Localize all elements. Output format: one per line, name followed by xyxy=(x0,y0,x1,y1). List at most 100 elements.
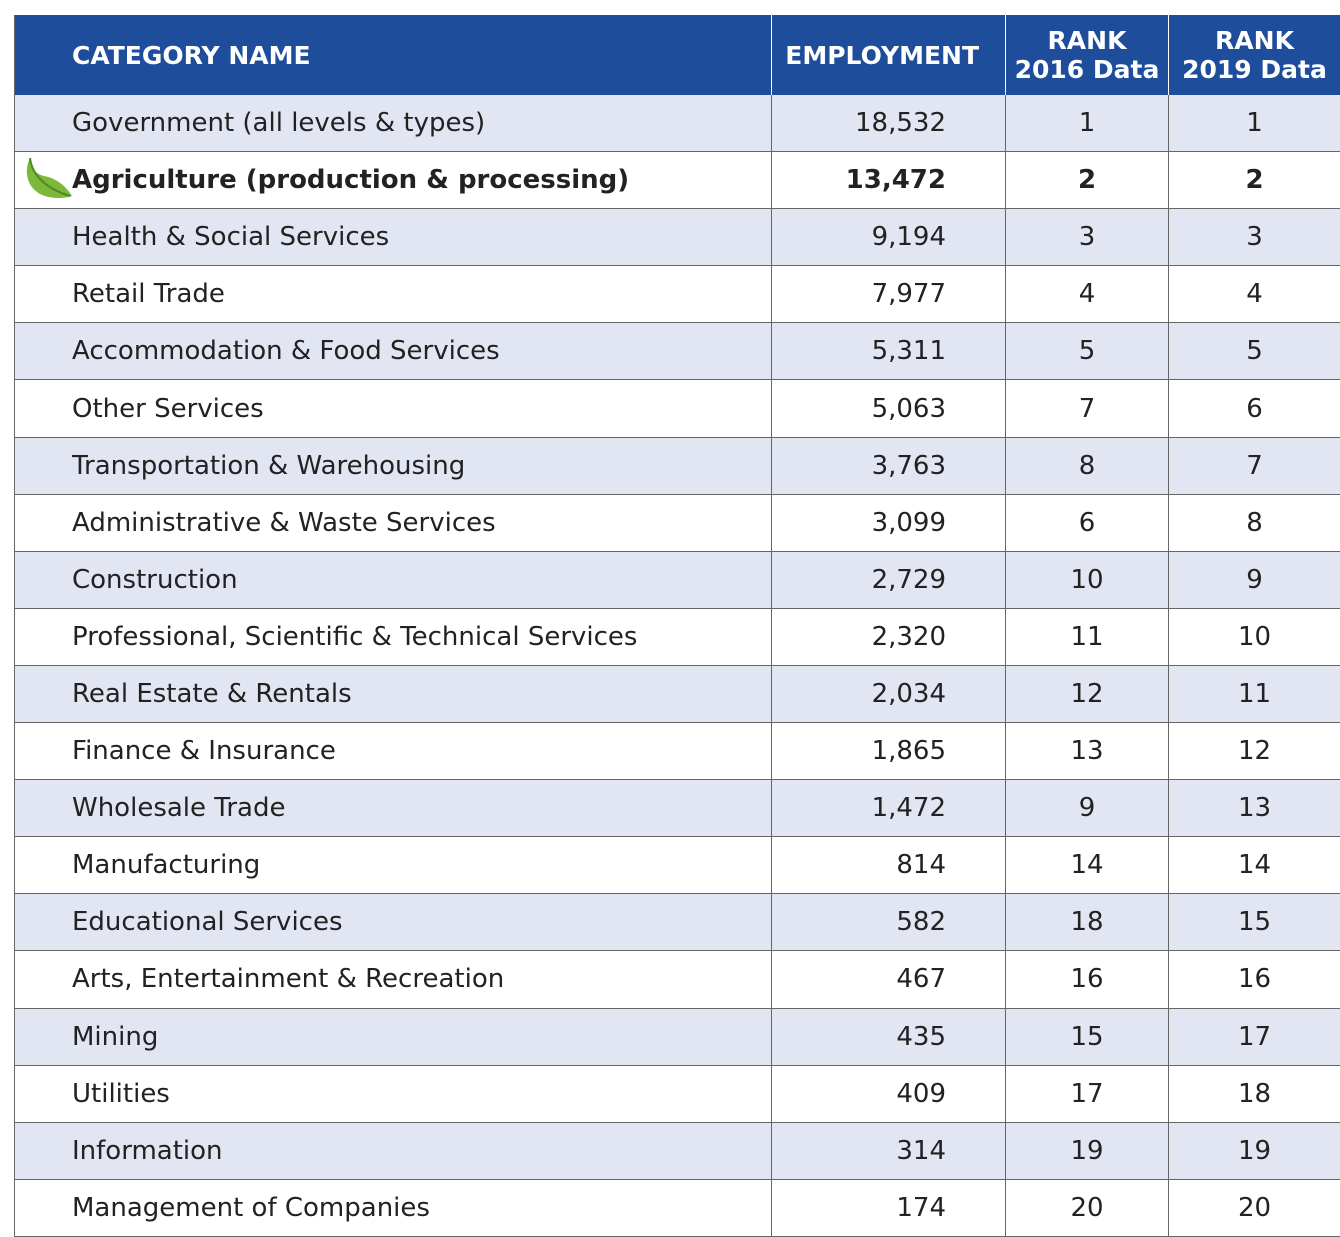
table-cell: 18,532 xyxy=(771,95,1005,152)
leaf-icon xyxy=(26,157,72,198)
table-cell: 19 xyxy=(1005,1122,1168,1179)
table-cell: 314 xyxy=(771,1122,1005,1179)
table-cell: 4 xyxy=(1168,266,1340,323)
table-row: Information 314 19 19 xyxy=(14,1122,1340,1180)
cell-text: 3 xyxy=(1246,222,1263,253)
cell-text: 5 xyxy=(1246,336,1263,367)
cell-text: 3,763 xyxy=(871,450,946,481)
cell-text: 11 xyxy=(1070,621,1104,652)
cell-text: 314 xyxy=(896,1135,946,1166)
cell-text: 2,729 xyxy=(871,564,946,595)
cell-text: Management of Companies xyxy=(72,1192,430,1223)
cell-text: 409 xyxy=(896,1078,946,1109)
table-cell: 20 xyxy=(1168,1179,1340,1236)
table-cell: 15 xyxy=(1005,1008,1168,1065)
cell-text: 20 xyxy=(1070,1192,1104,1223)
table-cell: 9 xyxy=(1005,780,1168,837)
table-cell: 8 xyxy=(1005,437,1168,494)
cell-text: Real Estate & Rentals xyxy=(72,678,352,709)
table-row: Mining 435 15 17 xyxy=(14,1008,1340,1066)
table-cell: 5 xyxy=(1005,323,1168,380)
cell-text: 6 xyxy=(1078,507,1096,538)
cell-text: 4 xyxy=(1246,279,1263,310)
table-cell: 409 xyxy=(771,1065,1005,1122)
table-cell: 7,977 xyxy=(771,266,1005,323)
table-cell: 3,099 xyxy=(771,494,1005,551)
table-cell: Administrative & Waste Services xyxy=(14,494,771,551)
table-cell: 2,034 xyxy=(771,665,1005,723)
table-cell: 1 xyxy=(1005,95,1168,152)
table-cell: Management of Companies xyxy=(14,1179,771,1236)
table-cell: 1,865 xyxy=(771,723,1005,780)
cell-text: Government (all levels & types) xyxy=(72,108,486,139)
table-cell: 14 xyxy=(1168,837,1340,894)
table-cell: 14 xyxy=(1005,837,1168,894)
table-cell: 11 xyxy=(1005,608,1168,665)
table-cell: Government (all levels & types) xyxy=(14,95,771,152)
table-cell: 6 xyxy=(1005,494,1168,551)
header-text: CATEGORY NAME xyxy=(72,40,311,70)
cell-text: 18,532 xyxy=(855,108,946,139)
table-cell: 18 xyxy=(1005,894,1168,951)
cell-text: Wholesale Trade xyxy=(72,793,286,824)
table-row: Construction 2,729 10 9 xyxy=(14,551,1340,609)
table-cell: 17 xyxy=(1005,1065,1168,1122)
cell-text: 9 xyxy=(1246,564,1263,595)
table-row: Arts, Entertainment & Recreation 467 16 16 xyxy=(14,951,1340,1009)
cell-text: 467 xyxy=(896,964,946,995)
table-cell: 11 xyxy=(1168,665,1340,723)
cell-text: 16 xyxy=(1070,964,1104,995)
cell-text: 7,977 xyxy=(871,279,946,310)
cell-text: 18 xyxy=(1070,907,1104,938)
cell-text: 15 xyxy=(1070,1021,1104,1052)
table-cell: 15 xyxy=(1168,894,1340,951)
cell-text: Accommodation & Food Services xyxy=(72,336,500,367)
cell-text: Other Services xyxy=(72,393,264,424)
table-cell: 5,311 xyxy=(771,323,1005,380)
table-cell: 3 xyxy=(1168,209,1340,266)
table-cell: Agriculture (production & processing) xyxy=(14,152,771,209)
table-row: Manufacturing 814 14 14 xyxy=(14,837,1340,895)
cell-text: Finance & Insurance xyxy=(72,736,336,767)
table-row: Government (all levels & types) 18,532 1 1 xyxy=(14,95,1340,153)
table-cell: 20 xyxy=(1005,1179,1168,1236)
cell-text: 9 xyxy=(1078,793,1096,824)
cell-text: 14 xyxy=(1070,850,1104,881)
cell-text: 2,320 xyxy=(871,621,946,652)
cell-text: 1,865 xyxy=(871,736,946,767)
table-cell: 9,194 xyxy=(771,209,1005,266)
cell-text: 5 xyxy=(1078,336,1096,367)
table-cell: 12 xyxy=(1168,723,1340,780)
table-cell: 2 xyxy=(1005,152,1168,209)
table-cell: 5,063 xyxy=(771,380,1005,437)
table-cell: 174 xyxy=(771,1179,1005,1236)
table-row: Health & Social Services 9,194 3 3 xyxy=(14,209,1340,267)
table-cell: 4 xyxy=(1005,266,1168,323)
header-cell: CATEGORY NAME xyxy=(14,15,771,95)
cell-text: 19 xyxy=(1070,1135,1104,1166)
cell-text: Agriculture (production & processing) xyxy=(72,165,630,196)
header-row: CATEGORY NAME EMPLOYMENT RANK 2016 Data R… xyxy=(14,15,1340,95)
cell-text: 8 xyxy=(1246,507,1263,538)
cell-text: 2 xyxy=(1245,165,1264,196)
table-cell: 582 xyxy=(771,894,1005,951)
cell-text: Health & Social Services xyxy=(72,222,390,253)
cell-text: 7 xyxy=(1078,393,1096,424)
cell-text: 5,063 xyxy=(871,393,946,424)
table-cell: 814 xyxy=(771,837,1005,894)
cell-text: 1,472 xyxy=(871,793,946,824)
table-cell: 1 xyxy=(1168,95,1340,152)
cell-text: 10 xyxy=(1070,564,1104,595)
header-cell: EMPLOYMENT xyxy=(771,15,1005,95)
cell-text: Retail Trade xyxy=(72,279,225,310)
table-row: Management of Companies 174 20 20 xyxy=(14,1179,1340,1237)
cell-text: 8 xyxy=(1078,450,1096,481)
table-row: Transportation & Warehousing 3,763 8 7 xyxy=(14,437,1340,495)
header-text: EMPLOYMENT xyxy=(785,40,979,70)
cell-text: 9,194 xyxy=(871,222,946,253)
table: CATEGORY NAME EMPLOYMENT RANK 2016 Data R… xyxy=(14,15,1340,1237)
table-cell: 3,763 xyxy=(771,437,1005,494)
cell-text: 16 xyxy=(1237,964,1272,995)
table-cell: 7 xyxy=(1005,380,1168,437)
table-cell: 3 xyxy=(1005,209,1168,266)
